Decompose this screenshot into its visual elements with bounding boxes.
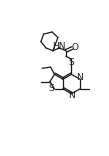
Text: N: N xyxy=(77,73,83,82)
Text: S: S xyxy=(48,84,54,93)
Text: S: S xyxy=(69,58,74,67)
Text: O: O xyxy=(72,43,79,52)
Text: HN: HN xyxy=(52,42,66,51)
Text: N: N xyxy=(68,91,75,100)
